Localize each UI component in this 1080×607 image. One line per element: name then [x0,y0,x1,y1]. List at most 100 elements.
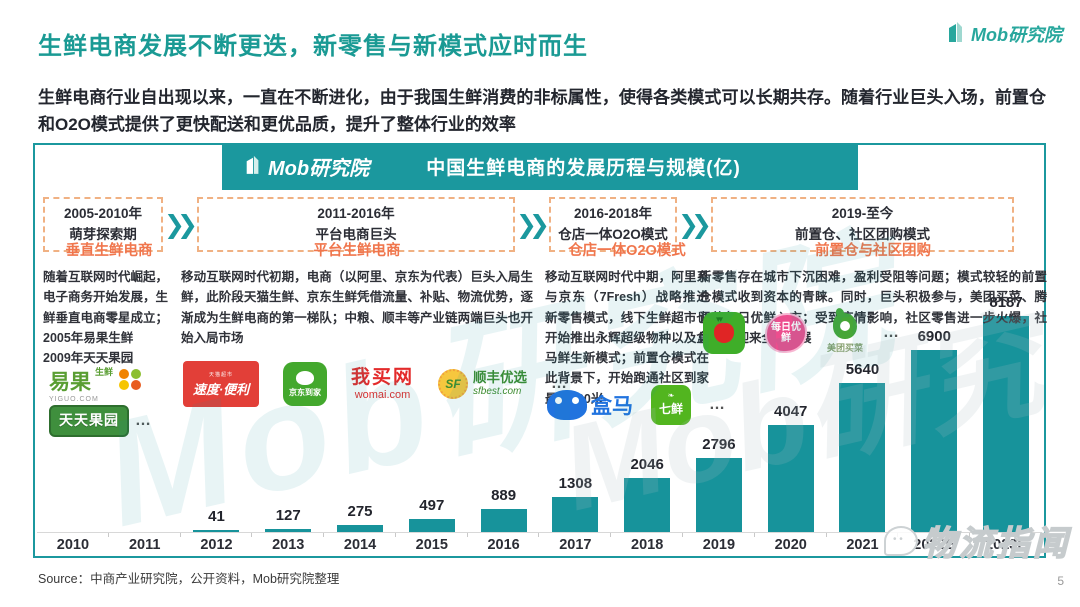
brand-logo-text: Mob研究院 [971,24,1062,45]
bar-value-2017: 1308 [558,475,593,492]
bar-2021: 5640 [839,361,886,532]
hema-logo: 盒马 [547,390,633,420]
hema-logo-text: 盒马 [591,395,633,418]
page-title: 生鲜电商发展不断更迭，新零售与新模式应时而生 [38,33,588,60]
phase-period: 2016-2018年 [573,206,653,222]
chart-slot-2018: 2046 [611,145,684,537]
axis-tick [682,532,684,537]
bar-value-2021: 5640 [845,361,880,378]
chart-slot-2021: 5640 [827,145,899,537]
bar-2013: 127 [265,507,312,532]
dingdong-maicai-logo [703,312,745,354]
yiguo-dots-icon [119,369,142,390]
x-axis-label-2016: 2016 [487,537,520,553]
timeline: 2005-2010年 萌芽探索期 ❯❯ 2011-2016年 平台电商巨头 ❯❯… [43,197,1014,252]
column-body: 移动互联网时代初期，电商（以阿里、京东为代表）巨头入局生鲜，此阶段天猫生鲜、京东… [181,270,533,345]
tmall-logo-text: 速度·便利 [192,381,250,397]
chevron-right-icon: ❯❯ [678,210,712,239]
bar-value-2013: 127 [275,507,301,524]
x-axis-label-2011: 2011 [128,537,161,553]
jd-daojia-logo-text: 京东到家 [289,387,321,397]
panel-logo: Mob研究院 [244,152,369,181]
sf-sun-icon: SF [438,369,469,399]
chart-slot-2016: 889 [468,145,540,537]
jd-daojia-mascot-icon [296,370,314,385]
mob-building-icon-white [244,154,262,179]
phase-period: 2005-2010年 [63,206,143,222]
bar-2016: 889 [480,487,527,532]
column-body: 随着互联网时代崛起，电子商务开始发展，生鲜垂直电商零星成立； 2005年易果生鲜… [43,270,169,365]
column-vertical-ecommerce: 垂直生鲜电商 随着互联网时代崛起，电子商务开始发展，生鲜垂直电商零星成立； 20… [43,239,175,368]
bar-value-2014: 275 [347,503,373,520]
content-frame: Mob研究院 中国生鲜电商的发展历程与规模(亿) 2005-2010年 萌芽探索… [33,143,1047,558]
bar-2019: 2796 [695,436,742,532]
panel-title: 中国生鲜电商的发展历程与规模(亿) [426,158,741,179]
axis-tick [323,532,325,537]
more-logos-ellipsis: … [551,375,569,392]
panel-header: Mob研究院 中国生鲜电商的发展历程与规模(亿) [222,143,858,190]
x-axis-label-2020: 2020 [774,537,807,553]
phase-label: 萌芽探索期 [69,226,137,242]
axis-tick [107,532,109,537]
x-axis-label-2022E: 2022E [913,537,956,553]
axis-tick [538,532,540,537]
chevron-right-icon: ❯❯ [516,210,550,239]
x-axis-label-2023E: 2023E [985,537,1028,553]
chart-slot-2023E: 8187 [970,145,1042,537]
bar-value-2016: 889 [491,487,517,504]
page-number: 5 [1057,574,1064,588]
womai-logo: 我买网 womai.com [351,367,414,401]
meituan-maicai-logo-text: 美团买菜 [827,342,864,353]
phase-period: 2011-2016年 [317,206,395,222]
bar-2020: 4047 [767,403,814,532]
more-logos-ellipsis: … [709,396,726,413]
phase-period: 2019-至今 [831,206,894,222]
sfbest-logo: SF 顺丰优选 sfbest.com [438,369,527,399]
qixian-leaf-icon: ❧ [667,391,675,401]
column-heading: 仓店一体O2O模式 [568,243,686,259]
tiantian-guoyuan-logo: 天天果园 … [49,405,152,437]
column-o2o-mode: 仓店一体O2O模式 移动互联网时代中期，阿里系与京东（7Fresh）战略推进新零… [545,239,709,409]
bar-value-2018: 2046 [630,456,664,473]
bar-value-2023E: 8187 [989,294,1023,311]
x-axis-label-2010: 2010 [56,537,90,553]
timeline-phase-4: 2019-至今 前置仓、社区团购模式 [711,197,1014,252]
hema-hippo-icon [547,390,587,420]
x-axis-line [37,532,1042,533]
yiguo-logo-sub: YIGUO.COM [49,396,99,403]
bar-2012: 41 [193,508,240,532]
phase-label: 前置仓、社区团购模式 [795,226,930,242]
more-logos-ellipsis: … [135,412,152,429]
axis-tick [466,532,468,537]
axis-tick [394,532,396,537]
bar-value-2012: 41 [208,508,225,525]
column-body: 移动互联网时代中期，阿里系与京东（7Fresh）战略推进新零售模式，线下生鲜超市… [545,270,709,406]
axis-tick [610,532,612,537]
chart-slot-2019: 2796 [683,145,755,537]
mob-building-icon [946,20,966,47]
chart-slot-2012: 41 [181,145,253,537]
source-note: Source：中商产业研究院，公开资料，Mob研究院整理 [38,572,340,586]
bar-2023E: 8187 [983,294,1030,532]
bar-2017: 1308 [552,475,599,532]
axis-tick [251,532,253,537]
meituan-maicai-logo: 美团买菜 [827,312,864,354]
womai-logo-sub: womai.com [354,388,411,401]
jd-daojia-logo: 京东到家 [283,362,327,406]
bar-value-2019: 2796 [702,436,736,453]
x-axis-label-2014: 2014 [343,537,377,553]
bar-value-2020: 4047 [774,403,808,420]
bar-value-2022E: 6900 [917,328,951,345]
column-heading: 前置仓与社区团购 [815,243,931,259]
phase-label: 仓店一体O2O模式 [558,226,668,242]
chart-slot-2020: 4047 [755,145,827,537]
chart-slot-2011 [109,145,181,537]
x-axis-label-2021: 2021 [846,537,879,553]
column-heading: 平台生鲜电商 [313,243,401,259]
sfbest-logo-text: 顺丰优选 [473,370,528,386]
chart-slot-2014: 275 [324,145,396,537]
timeline-phase-3: 2016-2018年 仓店一体O2O模式 [549,197,677,252]
bar-2018: 2046 [624,456,671,532]
column-platform-ecommerce: 平台生鲜电商 移动互联网时代初期，电商（以阿里、京东为代表）巨头入局生鲜，此阶段… [181,239,533,348]
